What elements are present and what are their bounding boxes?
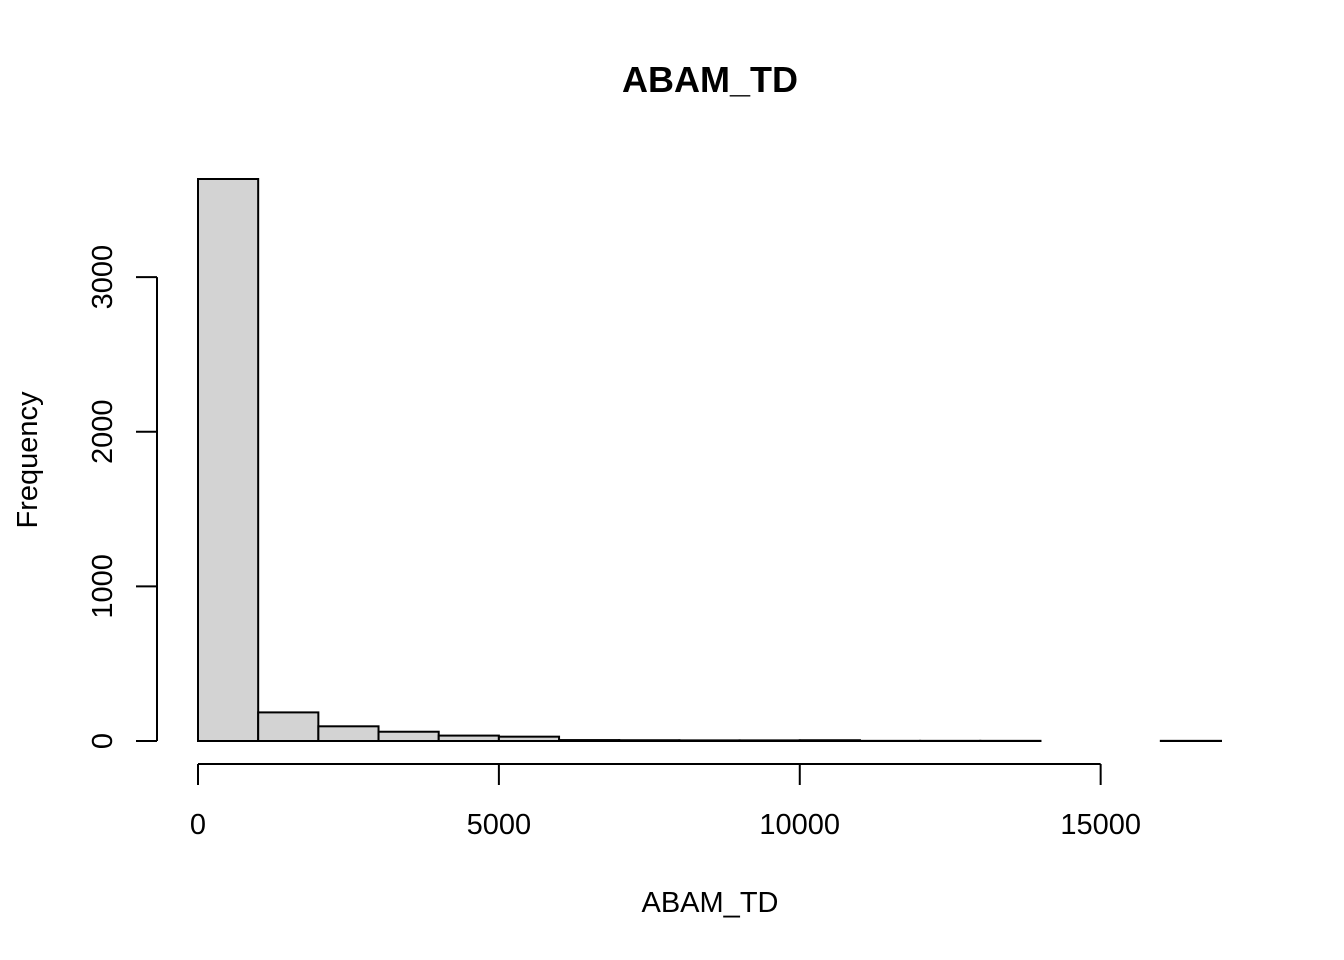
x-tick-label-2: 10000 — [759, 809, 840, 841]
histogram-bar-9 — [738, 739, 801, 743]
y-axis-label: Frequency — [12, 391, 44, 529]
histogram-bar-4 — [437, 734, 500, 743]
x-axis: 0 5000 10000 15000 — [190, 763, 1141, 841]
histogram-bar-2 — [317, 725, 380, 743]
histogram-bar-3 — [377, 730, 440, 742]
histogram-bar-8 — [678, 739, 741, 743]
x-tick-label-0: 0 — [190, 809, 206, 841]
x-tick-label-1: 5000 — [467, 809, 532, 841]
y-tick-label-1: 1000 — [87, 554, 119, 619]
histogram-bar-10 — [798, 739, 861, 743]
histogram-bar-6 — [558, 739, 621, 742]
histogram-bar-5 — [497, 735, 561, 742]
chart-title: ABAM_TD — [622, 59, 798, 100]
histogram-bar-0 — [197, 178, 260, 742]
y-tick-label-0: 0 — [87, 733, 119, 749]
histogram-bar-7 — [618, 739, 681, 743]
histogram-bar-1 — [257, 711, 320, 742]
x-axis-label: ABAM_TD — [642, 887, 779, 919]
x-tick-label-3: 15000 — [1060, 809, 1141, 841]
y-tick-label-3: 3000 — [87, 245, 119, 310]
y-axis: 0 1000 2000 3000 — [87, 245, 158, 749]
y-tick-label-2: 2000 — [87, 400, 119, 465]
bars-group — [197, 178, 1222, 743]
